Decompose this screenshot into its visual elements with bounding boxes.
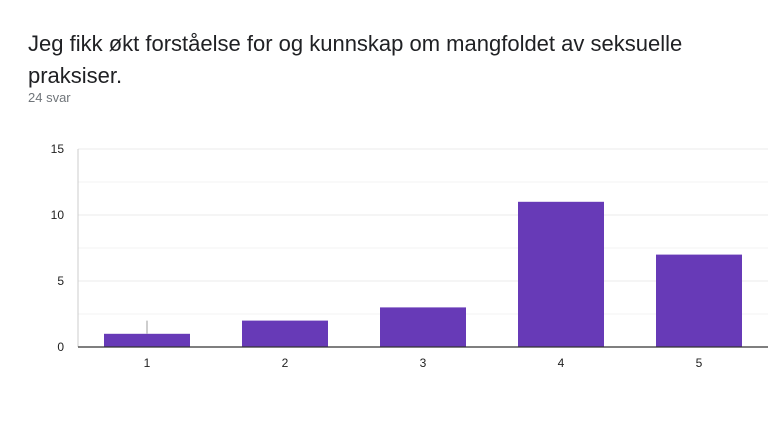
question-title: Jeg fikk økt forståelse for og kunnskap … [28, 31, 683, 88]
bar-chart: 0 5 10 15 1 2 3 4 5 [0, 130, 768, 390]
chart-svg: 0 5 10 15 1 2 3 4 5 [51, 142, 768, 370]
y-tick-label: 10 [51, 208, 65, 222]
x-tick-label: 4 [558, 356, 565, 370]
x-tick-label: 5 [696, 356, 703, 370]
y-tick-label: 0 [57, 340, 64, 354]
x-tick-label: 3 [420, 356, 427, 370]
bar [104, 333, 190, 347]
bar [380, 307, 466, 347]
bar [656, 254, 742, 347]
x-tick-label: 1 [144, 356, 151, 370]
bar [242, 320, 328, 347]
y-tick-label: 5 [57, 274, 64, 288]
y-tick-label: 15 [51, 142, 65, 156]
response-count: 24 svar [28, 90, 71, 105]
bar [518, 201, 604, 347]
x-tick-label: 2 [282, 356, 289, 370]
